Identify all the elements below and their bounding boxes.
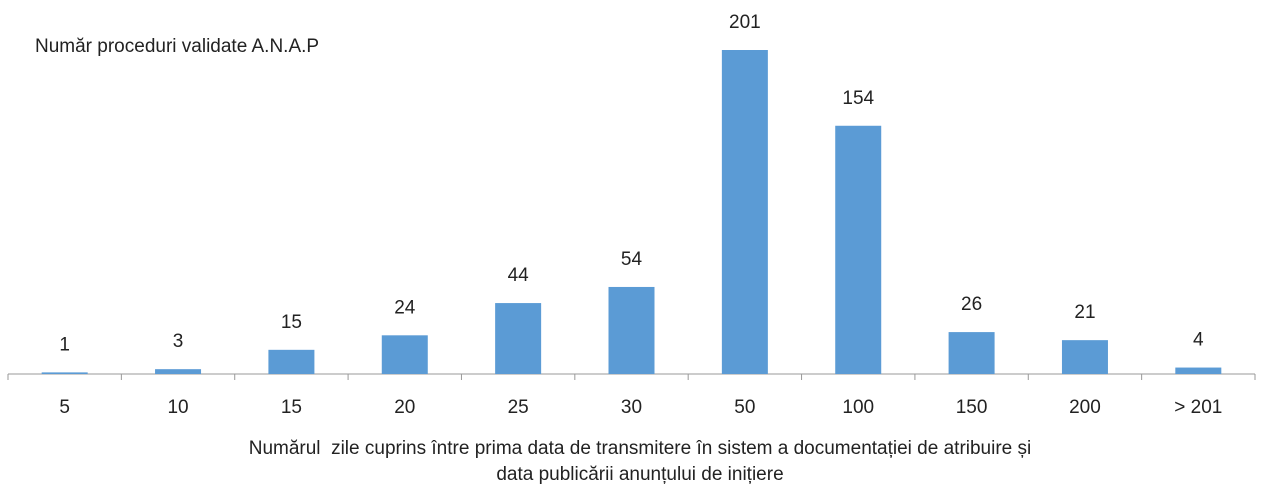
x-tick-label: 150: [956, 397, 988, 418]
data-label: 54: [621, 249, 643, 270]
bar: [835, 125, 882, 374]
data-label: 154: [842, 88, 874, 109]
x-tick-label: 100: [842, 397, 874, 418]
bar: [155, 369, 202, 374]
data-label: 201: [729, 12, 761, 33]
x-axis-title: Numărul zile cuprins între prima data de…: [249, 438, 1032, 459]
bar: [948, 332, 995, 374]
data-label: 1: [59, 334, 70, 355]
bar: [41, 372, 88, 374]
data-label: 21: [1074, 302, 1095, 323]
data-label: 3: [173, 331, 184, 352]
data-label: 24: [394, 297, 416, 318]
x-tick-label: 30: [621, 397, 642, 418]
x-tick-label: 20: [394, 397, 415, 418]
data-label: 15: [281, 312, 302, 333]
chart-title: Număr proceduri validate A.N.A.P: [35, 36, 319, 57]
bar: [1061, 340, 1108, 374]
bar: [381, 335, 428, 374]
bar: [721, 50, 768, 374]
data-label: 26: [961, 294, 982, 315]
data-label: 4: [1193, 330, 1204, 351]
data-label: 44: [508, 265, 530, 286]
bar: [1175, 367, 1222, 374]
x-axis-title: data publicării anunțului de inițiere: [496, 464, 783, 485]
x-tick-label: 5: [59, 397, 70, 418]
x-tick-label: 15: [281, 397, 302, 418]
bar: [608, 286, 655, 374]
bar: [495, 303, 542, 374]
x-tick-label: 200: [1069, 397, 1101, 418]
x-tick-label: > 201: [1174, 397, 1222, 418]
x-tick-label: 10: [167, 397, 188, 418]
x-tick-label: 25: [508, 397, 529, 418]
bar: [268, 349, 315, 374]
x-tick-label: 50: [734, 397, 755, 418]
